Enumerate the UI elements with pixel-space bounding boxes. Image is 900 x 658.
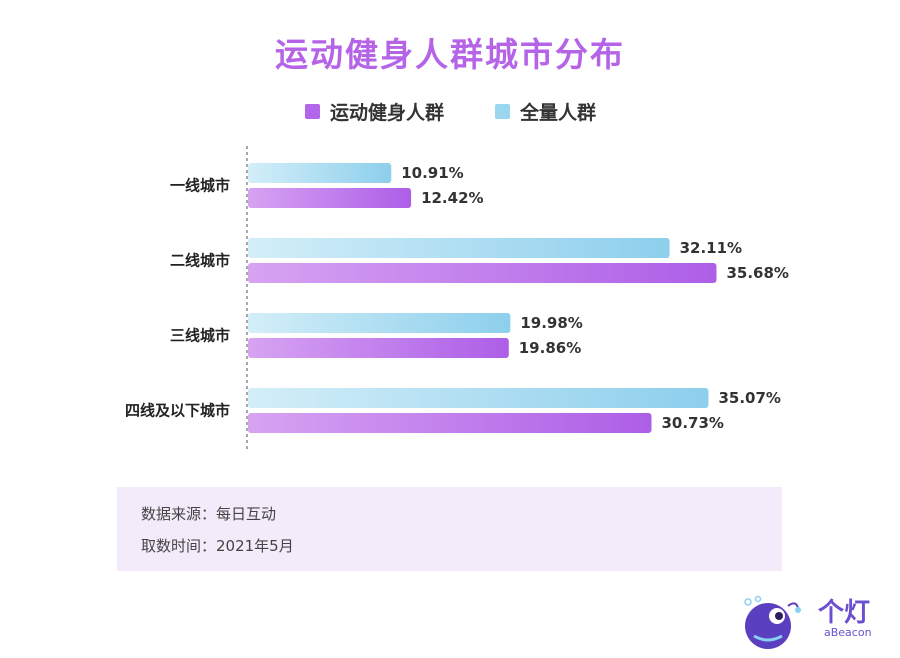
category-label: 四线及以下城市 <box>125 402 230 420</box>
brand-logo: 个灯 aBeacon <box>738 588 888 650</box>
value-label-all: 32.11% <box>680 239 742 257</box>
logo-name-cn: 个灯 <box>818 598 871 628</box>
legend-item-all: 全量人群 <box>495 98 596 124</box>
bar-all <box>248 238 670 258</box>
value-label-fitness: 35.68% <box>726 264 788 282</box>
logo-name-en: aBeacon <box>824 626 872 639</box>
bar-chart: 一线城市 10.91% 12.42% 二线城市 32.11% 35.68% 三线城市 19.9… <box>125 146 789 452</box>
bar-fitness <box>248 413 652 433</box>
value-label-all: 10.91% <box>401 164 463 182</box>
bar-fitness <box>248 188 412 208</box>
data-source-box: 数据来源：每日互动 取数时间：2021年5月 <box>117 487 782 571</box>
value-label-all: 35.07% <box>718 389 780 407</box>
chart-title: 运动健身人群城市分布 <box>275 35 625 74</box>
mascot-icon <box>744 595 801 649</box>
value-label-fitness: 30.73% <box>661 414 723 432</box>
category-label: 三线城市 <box>170 327 230 345</box>
value-label-all: 19.98% <box>520 314 582 332</box>
data-source-text: 数据来源：每日互动 <box>141 505 277 523</box>
bar-all <box>248 388 709 408</box>
value-label-fitness: 12.42% <box>421 189 483 207</box>
legend-label-fitness: 运动健身人群 <box>330 101 445 124</box>
category-label: 二线城市 <box>170 252 230 270</box>
legend-swatch-all <box>495 103 510 119</box>
bar-fitness <box>248 338 509 358</box>
bar-fitness <box>248 263 717 283</box>
value-label-fitness: 19.86% <box>519 339 581 357</box>
data-time-text: 取数时间：2021年5月 <box>141 537 294 555</box>
bar-all <box>248 163 392 183</box>
legend-swatch-fitness <box>305 103 320 119</box>
category-label: 一线城市 <box>170 177 230 195</box>
bar-all <box>248 313 511 333</box>
legend-item-fitness: 运动健身人群 <box>305 98 444 124</box>
legend-label-all: 全量人群 <box>520 101 597 124</box>
